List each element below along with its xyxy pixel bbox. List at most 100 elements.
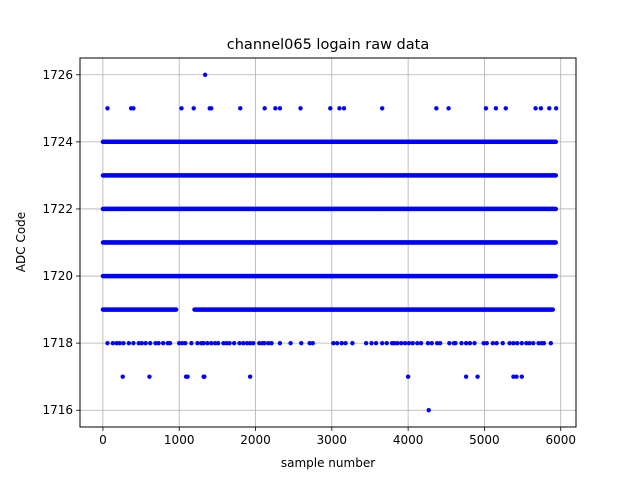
data-point [241,340,246,346]
x-tick-label: 3000 [317,433,348,447]
data-point [446,106,451,111]
x-tick-label: 4000 [393,433,424,447]
data-point [334,340,340,346]
y-tick-label: 1724 [42,135,73,149]
data-point [527,340,532,346]
data-point [410,340,415,346]
data-point [262,106,267,111]
data-point [298,106,303,111]
data-point [105,106,110,111]
data-point [533,106,538,111]
data-point [251,340,256,346]
data-point [463,374,469,379]
data-point [277,106,283,111]
x-axis-title: sample number [281,456,375,470]
data-point [363,340,369,346]
data-point [515,340,520,346]
data-point [299,340,304,346]
data-point [205,340,210,346]
data-point [231,340,237,346]
data-point [490,340,496,346]
data-point [247,374,253,379]
data-point [156,340,161,346]
data-point [139,340,145,346]
data-point [189,340,194,346]
data-point [331,340,336,346]
data-point [426,408,431,413]
data-point [406,340,412,346]
data-point [541,340,547,346]
data-point [238,106,243,111]
data-point [131,106,136,111]
data-point [553,173,559,178]
data-point [494,340,499,346]
data-point [209,340,214,346]
data-point [185,374,190,379]
data-point [553,240,559,245]
data-point [143,340,148,346]
data-point [202,374,207,379]
data-point [337,106,342,111]
data-point [369,340,374,346]
y-tick-label: 1720 [42,269,73,283]
data-point [453,340,458,346]
x-tick-label: 1000 [164,433,195,447]
data-point [310,340,315,346]
data-point [117,340,122,346]
data-point [131,340,136,346]
data-point [350,340,355,346]
data-point [475,374,480,379]
data-point [402,340,408,346]
data-point [167,340,173,346]
data-point [262,340,267,346]
data-point [519,340,525,346]
data-points [100,72,559,413]
data-point [395,340,400,346]
data-point [447,340,452,346]
chart-title: channel065 logain raw data [227,37,429,53]
data-point [273,106,278,111]
data-point [201,340,206,346]
data-point [147,374,152,379]
data-point [467,340,473,346]
y-tick-label: 1718 [42,336,73,350]
data-point [493,106,499,111]
y-axis-title: ADC Code [14,212,28,272]
data-point [277,340,283,346]
data-point [173,307,179,312]
data-point [548,340,554,346]
data-point [379,340,385,346]
data-point [179,106,184,111]
data-point [195,340,200,346]
y-tick-label: 1716 [42,403,73,417]
data-point [553,273,559,279]
data-point [547,106,552,111]
data-point [538,106,544,111]
data-point [105,340,110,346]
data-point [227,340,232,346]
x-tick-label: 2000 [240,433,271,447]
data-point [269,340,274,346]
data-point [514,374,519,379]
data-point [511,340,516,346]
data-point [183,340,188,346]
data-point [507,340,512,346]
data-point [553,139,559,145]
data-point [503,106,508,111]
data-point [550,307,555,312]
data-point [328,106,333,111]
data-point [120,374,125,379]
data-point [126,340,132,346]
data-point [399,340,404,346]
x-tick-label: 5000 [469,433,500,447]
data-point [110,340,116,346]
data-point [531,340,536,346]
data-point [425,340,431,346]
data-point [191,106,196,111]
data-point [148,340,153,346]
data-point [429,340,434,346]
data-point [160,340,166,346]
x-tick-label: 0 [99,433,107,447]
data-point [215,340,221,346]
